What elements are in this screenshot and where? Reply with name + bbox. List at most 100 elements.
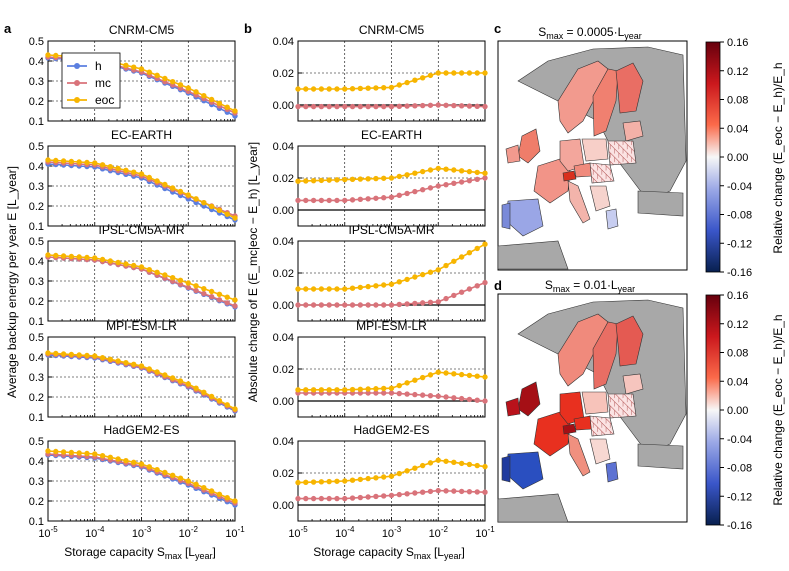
- y-tick-label: 0.5: [29, 332, 44, 344]
- series-point-eoc: [53, 252, 59, 259]
- series-point-eoc: [381, 282, 387, 288]
- series-point-eoc: [154, 466, 160, 473]
- series-point-mc: [318, 197, 325, 204]
- series-point-eoc: [99, 354, 106, 361]
- series-point-eoc: [412, 77, 418, 83]
- series-point-eoc: [138, 264, 145, 270]
- series-point-mc: [357, 494, 364, 501]
- series-point-eoc: [193, 481, 199, 488]
- series-point-mc: [443, 488, 449, 494]
- series-point-eoc: [177, 188, 184, 195]
- series-point-mc: [303, 103, 309, 110]
- series-point-eoc: [224, 211, 230, 217]
- ylabel-b: Absolute change of E (E_mc|eoc − E_h) [L…: [246, 142, 260, 402]
- y-tick-label: 0.2: [29, 296, 44, 308]
- series-point-eoc: [365, 386, 371, 392]
- y-tick-label: 0.02: [273, 268, 294, 280]
- series-point-eoc: [388, 84, 395, 91]
- series-point-eoc: [185, 192, 191, 198]
- series-point-eoc: [474, 70, 480, 76]
- y-tick-label: 0.00: [273, 205, 294, 217]
- legend: h mc eoc: [61, 52, 121, 109]
- series-point-mc: [326, 302, 332, 308]
- series-point-mc: [216, 297, 223, 303]
- colorbar-tick-label: 0.16: [727, 290, 748, 302]
- series-point-mc: [451, 180, 457, 187]
- map-italy: [567, 433, 591, 477]
- series-point-mc: [326, 197, 332, 204]
- series-point-eoc: [388, 175, 395, 181]
- series-point-mc: [357, 196, 364, 203]
- series-point-eoc: [443, 166, 449, 172]
- series-point-mc: [388, 302, 395, 308]
- series-point-eoc: [427, 72, 434, 79]
- series-point-eoc: [396, 82, 402, 88]
- series-point-mc: [443, 394, 449, 400]
- series-point-eoc: [131, 169, 137, 175]
- y-tick-label: 0.3: [29, 372, 44, 384]
- series-point-eoc: [342, 286, 348, 292]
- series-point-eoc: [123, 167, 129, 174]
- series-point-eoc: [443, 458, 449, 464]
- series-point-mc: [482, 175, 488, 181]
- series-point-eoc: [60, 449, 67, 455]
- series-point-eoc: [201, 285, 207, 292]
- series-point-eoc: [318, 479, 325, 485]
- series-point-eoc: [412, 170, 418, 176]
- chart-a-4: HadGEM2-ES 0.5 0.4 0.3 0.2 0.110-5 10-4 10-3 10-…: [29, 423, 246, 540]
- colorbar-c-gradient: [705, 41, 721, 273]
- series-point-eoc: [357, 476, 364, 483]
- series-point-mc: [412, 188, 418, 195]
- series-point-eoc: [388, 473, 395, 479]
- y-tick-label: 0.1: [29, 116, 44, 128]
- series-point-eoc: [169, 185, 176, 191]
- series-point-eoc: [404, 468, 410, 474]
- series-point-eoc: [185, 478, 191, 484]
- series-point-mc: [342, 197, 348, 204]
- series-point-mc: [388, 103, 395, 110]
- series-point-eoc: [60, 253, 67, 259]
- series-point-eoc: [53, 448, 59, 455]
- series-point-mc: [373, 195, 379, 201]
- series-point-eoc: [84, 159, 90, 166]
- series-point-eoc: [138, 66, 145, 72]
- y-tick-label: 0.3: [29, 476, 44, 488]
- y-tick-label: 0.3: [29, 181, 44, 193]
- series-point-eoc: [427, 167, 434, 173]
- series-point-eoc: [146, 464, 152, 470]
- map-switzerland: [562, 170, 577, 182]
- series-point-eoc: [357, 176, 364, 182]
- series-point-eoc: [232, 215, 238, 221]
- series-point-mc: [474, 397, 480, 403]
- series-point-eoc: [396, 279, 402, 285]
- series-point-mc: [357, 103, 364, 110]
- series-point-mc: [295, 197, 301, 204]
- series-point-eoc: [342, 478, 348, 484]
- series-point-eoc: [303, 86, 309, 92]
- y-tick-label: 0.02: [273, 364, 294, 376]
- y-tick-label: 0.3: [29, 276, 44, 288]
- series-point-eoc: [216, 100, 223, 107]
- series-point-eoc: [185, 381, 191, 387]
- y-tick-label: 0.00: [273, 500, 294, 512]
- chart-a-1: EC-EARTH 0.5 0.4 0.3 0.2 0.1: [29, 128, 238, 233]
- chart-title: MPI-ESM-LR: [106, 319, 177, 333]
- series-point-eoc: [396, 470, 402, 477]
- chart-a-0: CNRM-CM5 0.5 0.4 0.3 0.2 0.1: [29, 23, 238, 128]
- series-point-mc: [326, 495, 332, 502]
- x-tick-label: 10-1: [475, 525, 495, 540]
- series-point-eoc: [451, 167, 457, 173]
- series-point-eoc: [295, 86, 301, 92]
- series-point-mc: [458, 395, 465, 402]
- series-point-eoc: [162, 75, 168, 82]
- series-point-mc: [466, 177, 473, 184]
- series-point-eoc: [458, 168, 465, 174]
- series-point-eoc: [310, 479, 317, 485]
- series-point-eoc: [404, 380, 410, 386]
- series-point-eoc: [349, 176, 356, 183]
- panel-letter-d: d: [494, 278, 502, 293]
- series-point-mc: [349, 302, 356, 308]
- series-point-eoc: [419, 462, 426, 469]
- y-tick-label: 0.2: [29, 201, 44, 213]
- series-point-mc: [303, 197, 309, 204]
